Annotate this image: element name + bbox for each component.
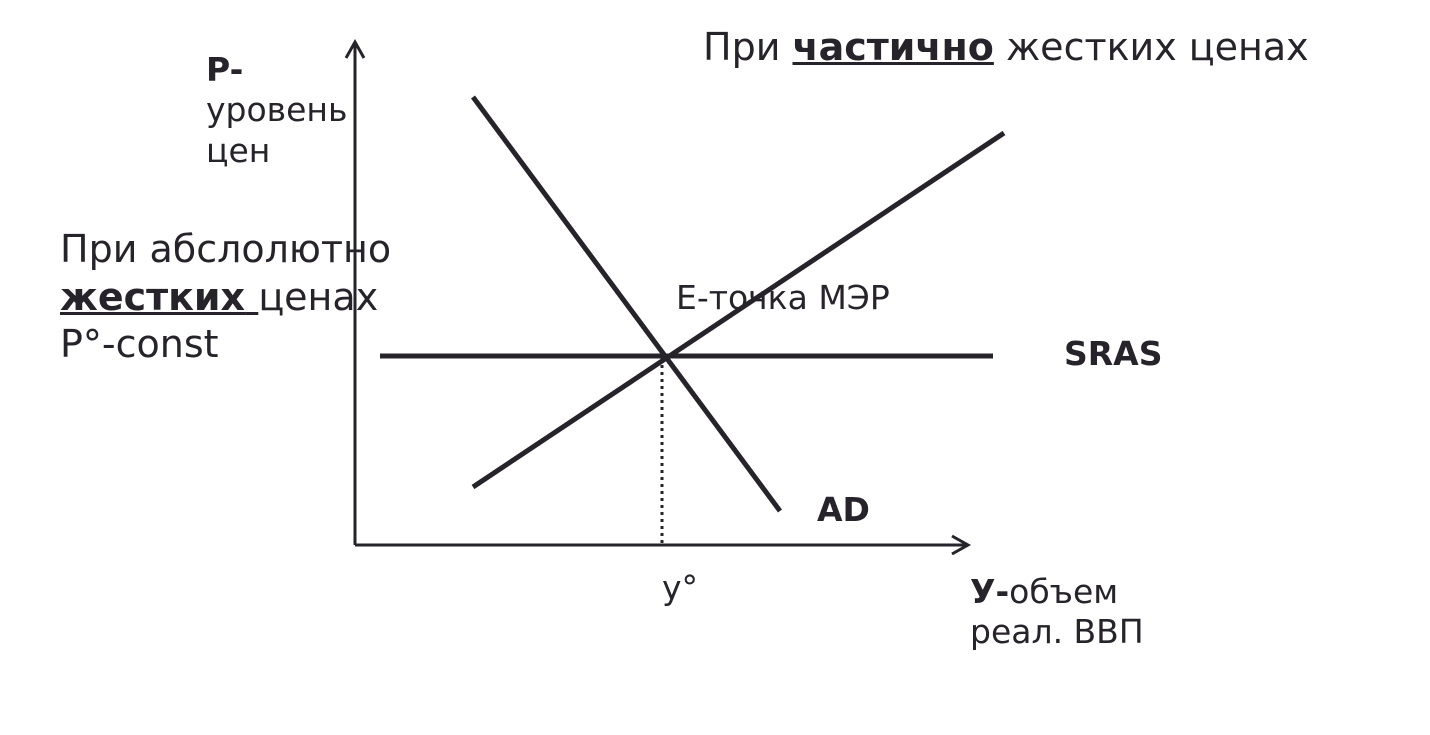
- x-symbol: У-: [970, 572, 1010, 611]
- title: При частично жестких ценах: [703, 24, 1309, 70]
- note-line: При абслолютно: [60, 227, 392, 271]
- equilibrium-label: E-точка МЭР: [676, 278, 890, 317]
- ad-label: AD: [817, 490, 870, 529]
- ad-line: [470, 95, 783, 513]
- note: При абслолютно жестких ценах P°-const: [60, 226, 391, 369]
- x-axis-label: У-объем реал. ВВП: [970, 572, 1144, 653]
- y-line: цен: [206, 130, 271, 170]
- title-prefix: При: [703, 25, 781, 69]
- x-arrow: [951, 534, 972, 556]
- sras-label: SRAS: [1064, 334, 1163, 373]
- x-line: реал. ВВП: [970, 612, 1144, 652]
- axes: [344, 38, 972, 556]
- x-line: объем: [1009, 572, 1119, 611]
- title-emphasis: частично: [792, 25, 994, 69]
- y-arrow: [344, 38, 366, 59]
- y-symbol: P-: [206, 50, 244, 89]
- y-line: уровень: [206, 90, 348, 130]
- title-suffix: жестких ценах: [1005, 25, 1309, 69]
- note-line: P°-const: [60, 322, 219, 366]
- note-rest: ценах: [258, 274, 379, 319]
- y-axis-label: P-уровень цен: [206, 50, 347, 171]
- as-line: [471, 130, 1006, 490]
- y0-label: у°: [662, 568, 699, 607]
- note-emphasis: жестких: [60, 274, 246, 319]
